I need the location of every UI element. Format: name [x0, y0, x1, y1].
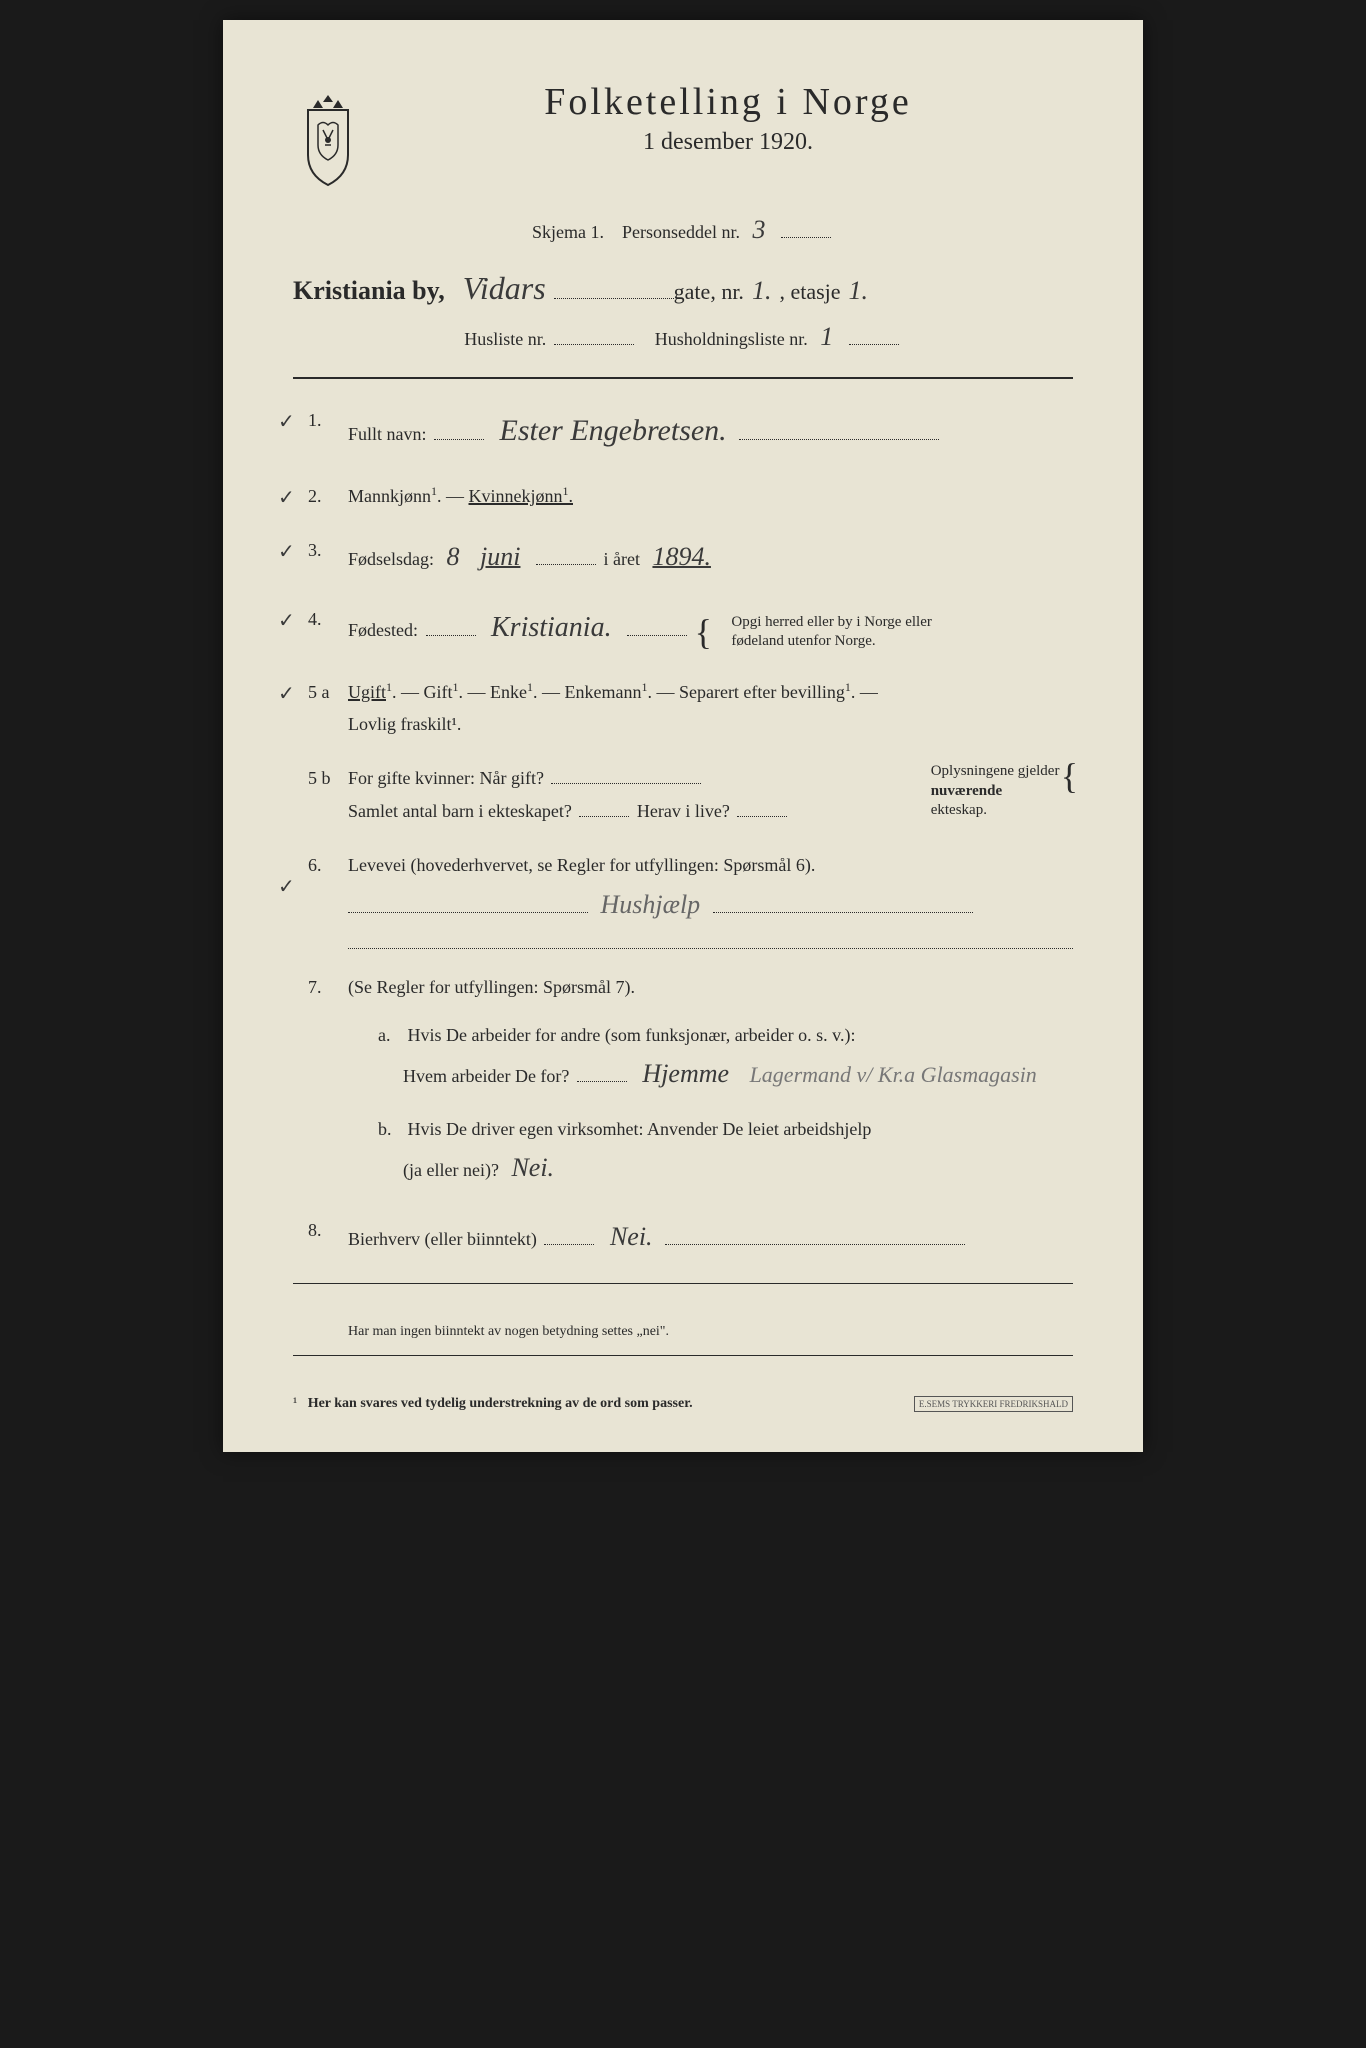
q7a-value: Hjemme [634, 1059, 737, 1088]
full-name-value: Ester Engebretsen. [492, 414, 735, 447]
q7a-label2: Hvem arbeider De for? [403, 1066, 569, 1086]
check-mark: ✓ [278, 869, 295, 905]
male-label: Mannkjønn1. [348, 486, 442, 506]
birthplace-note: Opgi herred eller by i Norge eller fødel… [731, 613, 961, 652]
row-7a: a. Hvis De arbeider for andre (som funks… [348, 1019, 1073, 1098]
row-number: 6. [308, 849, 322, 881]
gate-label: gate, nr. [674, 279, 744, 305]
footnote-prefix: ¹ [293, 1396, 297, 1411]
husliste-label: Husliste nr. [464, 329, 546, 349]
main-title: Folketelling i Norge [383, 80, 1073, 124]
row-number: 4. [308, 603, 322, 635]
birth-year: 1894. [644, 542, 719, 571]
row-number: 5 b [308, 762, 331, 794]
row-number: 2. [308, 480, 322, 512]
street-name: Vidars [455, 270, 554, 307]
personseddel-label: Personseddel nr. [622, 222, 740, 242]
occupation-label: Levevei (hovederhvervet, se Regler for u… [348, 855, 815, 875]
row-6-occupation: ✓ 6. Levevei (hovederhvervet, se Regler … [293, 849, 1073, 949]
subtitle-date: 1 desember 1920. [383, 129, 1073, 156]
check-mark: ✓ [278, 603, 295, 639]
husliste-line: Husliste nr. Husholdningsliste nr. 1 [293, 322, 1073, 352]
footnote-nei: Har man ingen biinntekt av nogen betydni… [293, 1314, 1073, 1340]
row-3-birthdate: ✓ 3. Fødselsdag: 8 juni i året 1894. [293, 534, 1073, 581]
q7b-label: Hvis De driver egen virksomhet: Anvender… [408, 1119, 872, 1139]
q7b-value: Nei. [503, 1153, 562, 1182]
row-2-gender: ✓ 2. Mannkjønn1. — Kvinnekjønn1. [293, 480, 1073, 512]
address-line: Kristiania by, Vidars gate, nr. 1. , eta… [293, 270, 1073, 307]
birthplace-label: Fødested: [348, 620, 418, 640]
name-label: Fullt navn: [348, 424, 427, 444]
q7b-label2: (ja eller nei)? [403, 1160, 499, 1180]
birth-day: 8 [439, 542, 468, 571]
dotted-fill [781, 220, 831, 238]
sub-letter-a: a. [378, 1019, 403, 1051]
divider [293, 377, 1073, 379]
check-mark: ✓ [278, 480, 295, 516]
divider-thin [293, 1283, 1073, 1284]
husholdning-nr: 1 [812, 322, 841, 351]
sub-letter-b: b. [378, 1113, 403, 1145]
etasje-nr: 1. [841, 276, 877, 306]
gate-nr: 1. [744, 276, 780, 306]
title-block: Folketelling i Norge 1 desember 1920. [383, 80, 1073, 156]
husholdning-label: Husholdningsliste nr. [655, 329, 808, 349]
dotted-fill [554, 298, 674, 299]
birthplace-value: Kristiania. [483, 612, 620, 643]
personseddel-nr: 3 [744, 215, 773, 244]
secondary-label: Bierhverv (eller biinntekt) [348, 1229, 537, 1249]
header-block: Folketelling i Norge 1 desember 1920. [293, 80, 1073, 190]
row-5a-marital: ✓ 5 a Ugift1. — Gift1. — Enke1. — Enkema… [293, 676, 1073, 741]
census-form-document: Folketelling i Norge 1 desember 1920. Sk… [223, 20, 1143, 1452]
divider-thin [293, 1355, 1073, 1356]
footnote-text: Her kan svares ved tydelig understreknin… [308, 1396, 693, 1411]
etasje-label: , etasje [779, 279, 840, 305]
dotted-fill [554, 327, 634, 345]
check-mark: ✓ [278, 404, 295, 440]
row-number: 1. [308, 404, 322, 436]
brace-icon: { [1061, 762, 1078, 791]
norway-coat-of-arms [293, 90, 363, 190]
coat-of-arms-icon [293, 90, 363, 190]
city-label: Kristiania by, [293, 276, 445, 306]
when-married-label: For gifte kvinner: Når gift? [348, 768, 544, 788]
check-mark: ✓ [278, 676, 295, 712]
birthdate-label: Fødselsdag: [348, 549, 434, 569]
skjema-label: Skjema 1. [532, 222, 604, 242]
q7a-label: Hvis De arbeider for andre (som funksjon… [408, 1025, 856, 1045]
marriage-note: Oplysningene gjelder nuværende ekteskap. [931, 762, 1061, 821]
row-7b: b. Hvis De driver egen virksomhet: Anven… [348, 1113, 1073, 1192]
row-number: 7. [308, 971, 322, 1003]
row-number: 8. [308, 1214, 322, 1246]
skjema-line: Skjema 1. Personseddel nr. 3 [293, 215, 1073, 245]
year-label: i året [603, 549, 639, 569]
occupation-value: Hushjælp [593, 890, 709, 919]
dash: — [446, 486, 469, 506]
brace-icon: { [695, 618, 712, 647]
birth-month: juni [472, 542, 528, 571]
secondary-value: Nei. [602, 1222, 661, 1251]
row-number: 5 a [308, 676, 330, 708]
marital-options: Ugift1. — Gift1. — Enke1. — Enkemann1. —… [348, 682, 878, 702]
row-5b-married-women: 5 b For gifte kvinner: Når gift? { Oplys… [293, 762, 1073, 827]
dotted-fill [849, 327, 899, 345]
printer-mark: E.SEMS TRYKKERI FREDRIKSHALD [914, 1396, 1073, 1412]
q7-label: (Se Regler for utfyllingen: Spørsmål 7). [348, 977, 635, 997]
row-1-name: ✓ 1. Fullt navn: Ester Engebretsen. [293, 404, 1073, 458]
children-label: Samlet antal barn i ekteskapet? [348, 801, 572, 821]
row-7-employer: 7. (Se Regler for utfyllingen: Spørsmål … [293, 971, 1073, 1192]
female-label: Kvinnekjønn1. [469, 486, 574, 506]
check-mark: ✓ [278, 534, 295, 570]
row-number: 3. [308, 534, 322, 566]
alive-label: Herav i live? [637, 801, 730, 821]
marital-options-2: Lovlig fraskilt¹. [348, 714, 461, 734]
row-4-birthplace: ✓ 4. Fødested: Kristiania. { Opgi herred… [293, 603, 1073, 653]
q7a-value2: Lagermand v/ Kr.a Glasmagasin [742, 1062, 1045, 1087]
row-8-secondary: 8. Bierhverv (eller biinntekt) Nei. [293, 1214, 1073, 1261]
